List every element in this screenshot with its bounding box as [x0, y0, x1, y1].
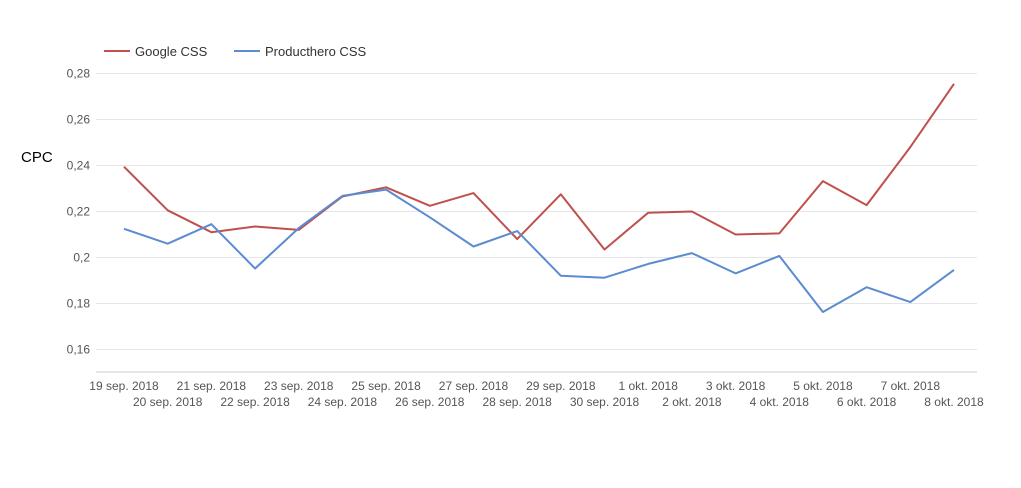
y-tick-label: 0,22: [67, 205, 91, 219]
x-tick-label: 30 sep. 2018: [570, 395, 640, 409]
x-tick-label: 26 sep. 2018: [395, 395, 465, 409]
x-tick-label: 7 okt. 2018: [881, 379, 941, 393]
x-tick-label: 1 okt. 2018: [619, 379, 679, 393]
y-tick-label: 0,24: [67, 159, 91, 173]
x-tick-label: 28 sep. 2018: [482, 395, 552, 409]
legend-label: Google CSS: [135, 44, 208, 59]
y-axis-label: CPC: [21, 149, 53, 166]
x-tick-label: 20 sep. 2018: [133, 395, 203, 409]
legend-label: Producthero CSS: [265, 44, 366, 59]
x-tick-label: 19 sep. 2018: [89, 379, 159, 393]
x-tick-label: 25 sep. 2018: [351, 379, 421, 393]
series-line-google-css: [123, 83, 955, 251]
series-line-producthero-css: [123, 188, 955, 313]
y-axis-ticks: 0,16 0,18 0,2 0,22 0,24 0,26 0,28: [67, 67, 91, 357]
x-tick-label: 22 sep. 2018: [220, 395, 290, 409]
y-tick-label: 0,18: [67, 297, 91, 311]
x-tick-label: 6 okt. 2018: [837, 395, 897, 409]
y-tick-label: 0,26: [67, 113, 91, 127]
x-tick-label: 2 okt. 2018: [662, 395, 722, 409]
x-tick-label: 8 okt. 2018: [924, 395, 984, 409]
x-tick-label: 3 okt. 2018: [706, 379, 766, 393]
x-tick-label: 5 okt. 2018: [793, 379, 853, 393]
x-tick-label: 4 okt. 2018: [750, 395, 810, 409]
x-tick-label: 21 sep. 2018: [177, 379, 247, 393]
gridlines: [96, 73, 977, 373]
x-tick-label: 24 sep. 2018: [308, 395, 378, 409]
series-lines: [123, 83, 955, 313]
x-tick-label: 27 sep. 2018: [439, 379, 509, 393]
x-tick-label: 29 sep. 2018: [526, 379, 596, 393]
x-axis-ticks: 19 sep. 2018 20 sep. 2018 21 sep. 2018 22 s…: [89, 379, 984, 409]
y-tick-label: 0,16: [67, 343, 91, 357]
y-tick-label: 0,2: [73, 251, 90, 265]
x-tick-label: 23 sep. 2018: [264, 379, 334, 393]
y-tick-label: 0,28: [67, 67, 91, 81]
legend: Google CSS Producthero CSS: [104, 44, 366, 59]
